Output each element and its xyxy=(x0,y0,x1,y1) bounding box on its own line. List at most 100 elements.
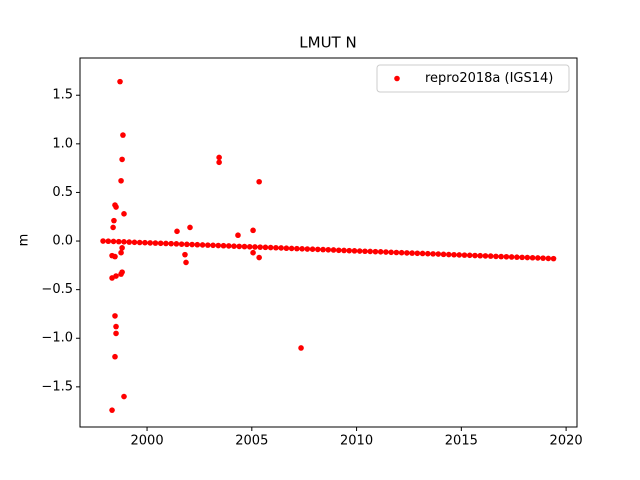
chart-title: LMUT N xyxy=(299,34,356,52)
data-point xyxy=(273,244,279,251)
y-tick-label: −1.0 xyxy=(41,331,73,346)
data-point xyxy=(121,393,127,400)
data-point xyxy=(174,228,180,235)
data-point xyxy=(524,254,531,261)
data-point xyxy=(241,243,248,250)
data-point xyxy=(519,254,525,261)
data-point xyxy=(112,253,118,260)
data-point xyxy=(250,249,256,256)
data-point xyxy=(113,323,119,330)
data-point xyxy=(113,273,119,279)
data-point xyxy=(320,246,326,253)
data-point xyxy=(256,254,262,261)
data-point xyxy=(540,255,546,261)
data-point xyxy=(262,244,269,251)
data-point xyxy=(535,255,541,261)
data-point xyxy=(199,242,206,248)
data-point xyxy=(383,249,389,255)
data-point xyxy=(194,241,201,248)
data-point xyxy=(113,204,119,210)
data-point xyxy=(216,154,222,161)
data-point xyxy=(283,245,290,252)
data-point xyxy=(110,224,116,231)
data-point xyxy=(503,253,510,260)
data-point xyxy=(142,239,148,246)
data-point xyxy=(178,241,185,247)
x-tick-label: 2005 xyxy=(235,434,268,449)
data-point xyxy=(372,248,379,255)
data-point xyxy=(152,240,159,246)
data-point xyxy=(121,239,127,245)
data-point xyxy=(256,178,262,185)
legend-label: repro2018a (IGS14) xyxy=(425,71,553,86)
data-point xyxy=(472,252,478,259)
data-point xyxy=(309,246,316,253)
data-point xyxy=(294,245,300,252)
data-point xyxy=(182,251,188,258)
data-point xyxy=(288,245,295,252)
data-point xyxy=(112,313,118,319)
y-axis-label: m xyxy=(17,234,32,247)
data-point xyxy=(550,255,557,262)
data-point xyxy=(216,159,222,166)
data-point xyxy=(189,241,195,248)
y-tick-label: 1.5 xyxy=(52,88,73,103)
data-point xyxy=(498,253,504,260)
data-point xyxy=(393,249,400,256)
data-point xyxy=(435,251,442,257)
data-point xyxy=(121,211,127,217)
data-point xyxy=(477,252,483,259)
data-point xyxy=(220,242,227,249)
data-point xyxy=(414,250,421,257)
data-point xyxy=(118,249,124,256)
data-point xyxy=(235,232,241,239)
data-point xyxy=(514,254,520,260)
data-point xyxy=(341,247,347,254)
data-point xyxy=(278,245,284,251)
data-point xyxy=(110,238,117,245)
data-point xyxy=(136,239,143,246)
data-point xyxy=(187,224,193,231)
data-point xyxy=(112,353,118,360)
legend: repro2018a (IGS14) xyxy=(376,64,570,93)
data-point xyxy=(184,241,190,248)
y-tick-label: −1.5 xyxy=(41,379,73,394)
data-point xyxy=(367,248,373,255)
axes-frame xyxy=(79,57,578,428)
data-point xyxy=(351,248,358,254)
data-point xyxy=(173,241,180,247)
data-point xyxy=(210,242,216,249)
data-point xyxy=(126,239,133,245)
y-tick-label: 0.0 xyxy=(52,234,73,249)
x-tick-label: 2020 xyxy=(550,434,583,449)
data-point xyxy=(325,246,332,253)
data-point xyxy=(113,330,119,337)
y-tick-label: −0.5 xyxy=(41,282,73,297)
data-point xyxy=(147,240,153,246)
data-point xyxy=(119,156,125,163)
data-point xyxy=(335,247,342,254)
data-point xyxy=(298,345,304,351)
y-tick-label: 0.5 xyxy=(52,185,73,200)
data-point xyxy=(236,243,243,250)
data-point xyxy=(115,238,122,245)
data-point xyxy=(545,255,552,262)
data-point xyxy=(100,238,106,244)
data-point xyxy=(487,253,494,259)
data-point xyxy=(119,269,125,275)
data-point xyxy=(529,254,536,261)
data-point xyxy=(120,132,126,138)
data-point xyxy=(215,242,222,249)
data-point xyxy=(304,246,311,252)
legend-box xyxy=(376,64,570,93)
data-point xyxy=(377,249,384,255)
data-point xyxy=(246,243,253,250)
data-point xyxy=(362,248,368,255)
data-point xyxy=(419,250,426,257)
data-point xyxy=(231,243,237,249)
data-point xyxy=(168,240,174,247)
data-point xyxy=(430,251,436,257)
data-point xyxy=(330,247,337,253)
data-point xyxy=(451,251,457,258)
